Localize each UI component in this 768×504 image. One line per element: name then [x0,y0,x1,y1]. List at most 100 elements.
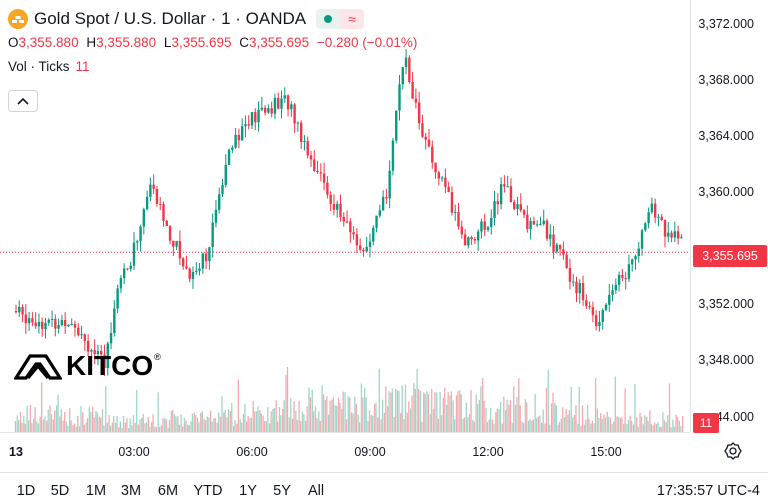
chart-pane[interactable]: Gold Spot / U.S. Dollar · 1 · OANDA ≈ O3… [0,0,690,432]
volume-bar [299,420,302,432]
market-status-pill[interactable]: ≈ [316,9,365,29]
volume-bar [383,412,386,432]
candle-body [198,268,201,271]
volume-bar [55,405,58,432]
range-ytd-button[interactable]: YTD [193,483,223,499]
candle-body [572,281,575,283]
candle-body [490,217,493,228]
candle-body [513,202,516,209]
range-1m-button[interactable]: 1M [85,483,107,499]
volume-bar [327,414,330,432]
volume-bar [234,420,236,432]
candle-body [447,186,450,193]
volume-bar [173,414,176,432]
volume-bar [44,416,46,432]
volume-bar [593,423,595,432]
candle-body [27,318,31,324]
candle-body [240,126,244,141]
candlestick-chart[interactable] [0,0,690,432]
volume-bar [90,411,92,432]
range-3m-button[interactable]: 3M [120,483,142,499]
candle-body [31,318,34,323]
volume-bar [390,392,392,432]
volume-bar [178,424,180,432]
close-value: 3,355.695 [249,35,310,50]
volume-bar [139,419,141,432]
volume-bar [23,415,25,432]
volume-bar [137,424,140,432]
candle-body [41,321,44,330]
volume-bar [221,396,223,432]
chart-settings-button[interactable] [722,440,744,462]
volume-bar [503,396,505,432]
candle-body [339,203,342,217]
range-6m-button[interactable]: 6M [157,483,179,499]
candle-body [290,104,293,110]
volume-bar [672,419,674,432]
candle-body [601,310,604,322]
range-1y-button[interactable]: 1Y [239,483,257,499]
range-all-button[interactable]: All [307,483,325,499]
collapse-legend-button[interactable] [8,90,38,112]
candle-body [486,227,490,230]
volume-bar [349,397,351,432]
volume-bar [408,401,410,432]
candle-body [408,57,411,82]
volume-bar [24,423,26,432]
volume-bar [439,392,441,432]
range-5d-button[interactable]: 5D [50,483,70,499]
candle-body [421,123,424,137]
volume-bar [341,408,343,432]
volume-bar [657,422,659,432]
symbol-title[interactable]: Gold Spot / U.S. Dollar · 1 · OANDA [34,9,307,28]
volume-bar [373,404,376,432]
price-axis[interactable]: 3,372.000 3,368.000 3,364.000 3,360.000 … [690,0,768,433]
range-5y-button[interactable]: 5Y [273,483,291,499]
volume-bar [96,412,99,432]
volume-bar [639,412,641,432]
volume-bar [644,415,646,432]
volume-bar [404,384,407,432]
close-key: C [239,35,250,50]
candle-body [575,281,578,294]
volume-bar [309,397,312,432]
candle-body [480,221,483,232]
volume-bar [250,417,253,432]
volume-bar [647,420,649,432]
candle-body [581,283,585,301]
ohlc-values: O3,355.880 H3,355.880 L3,355.695 C3,355.… [8,35,421,53]
volume-bar [257,406,259,432]
candle-body [611,290,614,295]
volume-bar [236,423,238,432]
volume-bar [100,417,102,432]
volume-bar [627,419,630,432]
candle-body [385,196,388,199]
time-axis[interactable]: 13 03:00 06:00 09:00 12:00 15:00 [0,432,690,472]
volume-bar [49,405,51,432]
volume-bar [259,410,261,432]
volume-bar [254,411,256,432]
time-tick: 03:00 [118,445,150,459]
candle-body [132,242,136,266]
candle-body [83,334,87,341]
volume-bar [206,416,209,432]
volume-bar [417,389,420,432]
volume-bar [29,404,32,432]
candle-body [653,203,657,218]
timezone-clock[interactable]: 17:35:57 UTC-4 [656,483,760,499]
candle-body [116,288,119,309]
volume-label[interactable]: Vol · Ticks [8,59,70,74]
volume-bar [380,419,382,432]
candle-body [381,196,385,211]
candle-body [100,350,103,355]
candle-body [54,318,57,329]
volume-bar [358,422,361,432]
range-1d-button[interactable]: 1D [16,483,36,499]
volume-bar [345,419,348,432]
candle-body [342,216,345,222]
volume-bar [252,400,254,432]
volume-bar [509,400,512,432]
volume-bar [675,414,677,432]
volume-bar [603,414,605,432]
volume-bar [504,410,507,432]
